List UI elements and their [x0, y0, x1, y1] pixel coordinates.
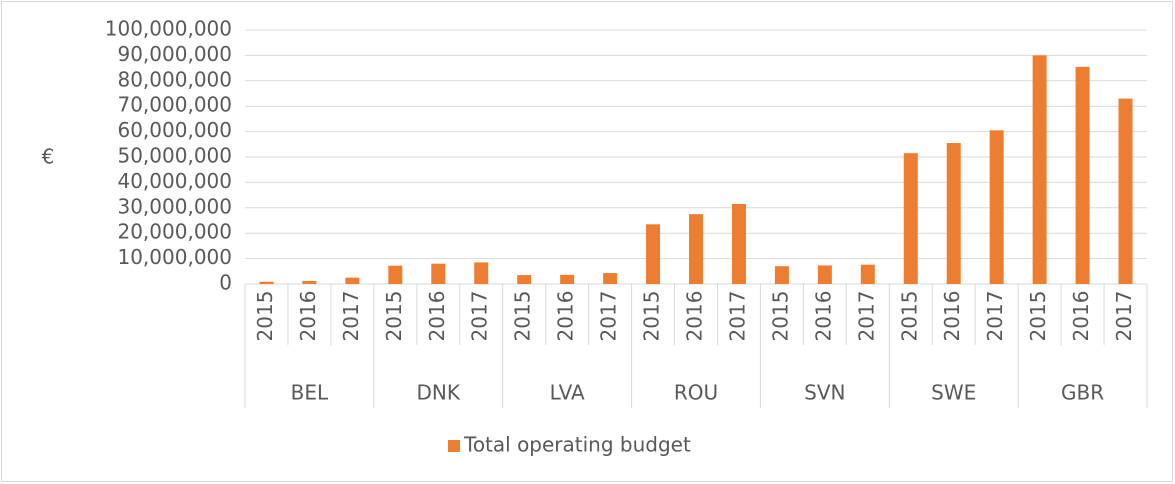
y-tick-label: 10,000,000	[117, 245, 232, 269]
x-tick-label: 2017	[339, 291, 363, 342]
x-tick-label: 2017	[468, 291, 492, 342]
y-tick-label: 50,000,000	[117, 144, 232, 168]
x-tick-label: 2017	[597, 291, 621, 342]
x-tick-label: 2016	[296, 291, 320, 342]
bar	[860, 264, 875, 284]
x-tick-label: 2015	[253, 291, 277, 342]
x-tick-label: 2017	[725, 291, 749, 342]
y-tick-label: 60,000,000	[117, 118, 232, 142]
x-tick-label: 2015	[640, 291, 664, 342]
bar	[560, 274, 575, 284]
bar	[646, 224, 661, 284]
bar	[345, 277, 360, 284]
bar	[989, 130, 1004, 284]
y-axis-label: €	[42, 145, 55, 169]
y-tick-label: 80,000,000	[117, 67, 232, 91]
x-tick-label: 2015	[1026, 291, 1050, 342]
x-tick-label: 2015	[768, 291, 792, 342]
bar	[302, 280, 317, 284]
bar	[946, 143, 961, 284]
group-label: SVN	[804, 381, 845, 405]
x-tick-label: 2016	[425, 291, 449, 342]
bar	[731, 203, 746, 284]
y-tick-label: 0	[219, 271, 232, 295]
group-label: BEL	[291, 381, 329, 405]
group-label: ROU	[674, 381, 718, 405]
group-label: LVA	[550, 381, 585, 405]
x-tick-label: 2015	[382, 291, 406, 342]
x-tick-label: 2015	[897, 291, 921, 342]
y-tick-label: 30,000,000	[117, 194, 232, 218]
bar	[1032, 55, 1047, 285]
legend-label: Total operating budget	[463, 433, 691, 457]
bar	[903, 153, 918, 284]
bar	[388, 265, 403, 284]
y-tick-label: 100,000,000	[105, 17, 232, 41]
group-label: SWE	[931, 381, 976, 405]
bar	[517, 275, 532, 284]
x-tick-label: 2017	[1112, 291, 1136, 342]
bar	[603, 273, 618, 284]
x-tick-label: 2016	[1069, 291, 1093, 342]
bar	[474, 262, 489, 284]
x-tick-label: 2016	[940, 291, 964, 342]
x-tick-label: 2016	[554, 291, 578, 342]
x-tick-label: 2016	[683, 291, 707, 342]
x-tick-label: 2017	[983, 291, 1007, 342]
group-label: DNK	[417, 381, 461, 405]
y-tick-label: 90,000,000	[117, 42, 232, 66]
y-tick-label: 40,000,000	[117, 169, 232, 193]
bar	[259, 281, 274, 284]
bar	[774, 266, 789, 284]
legend-swatch	[448, 440, 460, 452]
bar	[1075, 66, 1090, 284]
x-tick-label: 2015	[511, 291, 535, 342]
y-tick-label: 20,000,000	[117, 220, 232, 244]
bar	[431, 263, 446, 284]
x-tick-label: 2017	[854, 291, 878, 342]
y-tick-label: 70,000,000	[117, 93, 232, 117]
bar	[689, 214, 703, 284]
group-label: GBR	[1061, 381, 1104, 405]
bar	[1118, 98, 1133, 284]
x-tick-label: 2016	[811, 291, 835, 342]
bar	[817, 265, 832, 284]
